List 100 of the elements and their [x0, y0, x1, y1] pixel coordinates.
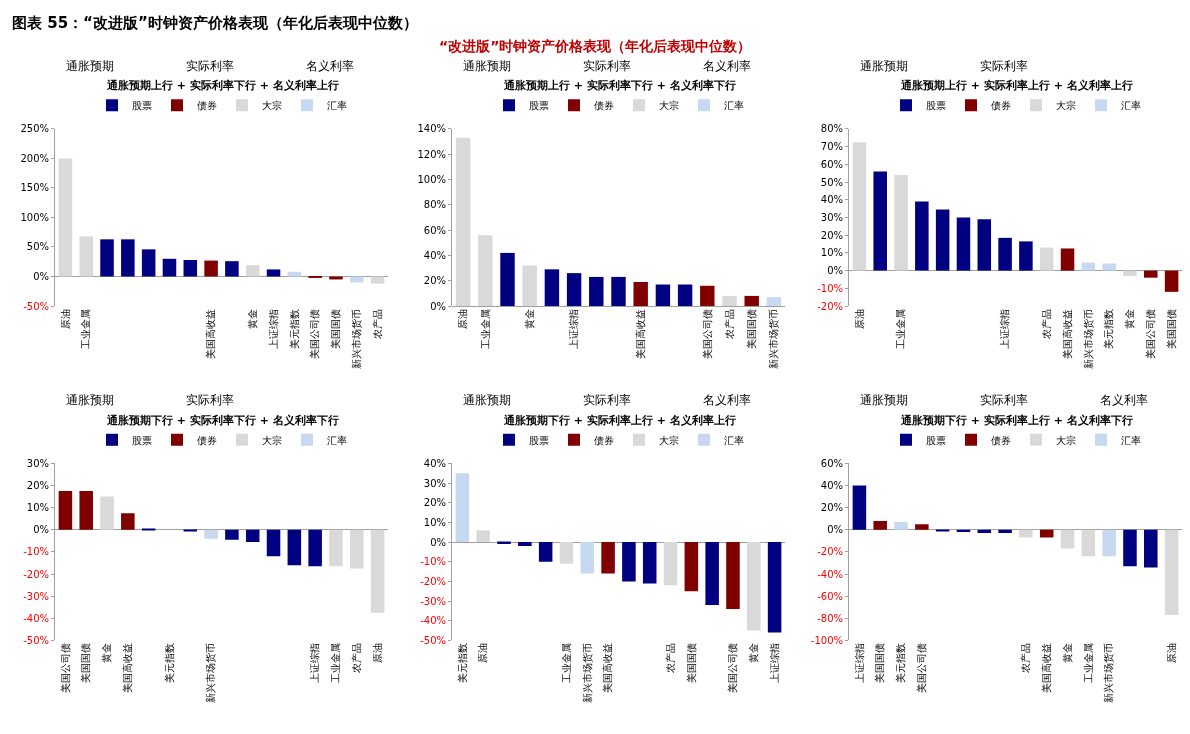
legend-label: 汇率	[1121, 100, 1141, 112]
bar	[852, 485, 867, 530]
bar	[245, 265, 260, 277]
y-tick-label: 20%	[423, 497, 446, 509]
bar	[455, 473, 470, 543]
x-tick-label: 上证综指	[999, 309, 1011, 350]
y-tick-label: -40%	[23, 612, 49, 624]
x-tick-label: 美国国债	[80, 643, 92, 684]
x-tick-label: 上证综指	[768, 643, 780, 684]
bar	[141, 528, 156, 531]
x-tick-label: 美元指数	[163, 643, 175, 684]
bar	[287, 529, 302, 566]
legend-label: 债券	[594, 100, 614, 112]
x-tick-label: 工业金属	[1082, 643, 1094, 684]
x-tick-label: 黄金	[748, 643, 760, 664]
bar	[308, 529, 322, 567]
x-tick-label: 美元指数	[895, 643, 907, 684]
bar	[601, 542, 615, 574]
x-tick-label: 美国公司债	[916, 643, 928, 694]
y-tick-label: 200%	[20, 152, 49, 164]
x-tick-label: 农产品	[1020, 643, 1032, 674]
bar	[642, 542, 657, 584]
bar	[100, 496, 114, 530]
x-tick-label: 新兴市场货币	[1103, 643, 1115, 704]
bar	[767, 542, 782, 633]
x-tick-label: 新兴市场货币	[205, 643, 217, 704]
legend-label: 大宗	[659, 100, 679, 112]
y-tick-label: 60%	[423, 224, 446, 236]
x-tick-label: 美国高收益	[1061, 309, 1073, 360]
y-tick-label: 10%	[820, 247, 843, 259]
x-tick-label: 原油	[477, 643, 489, 664]
legend-label: 大宗	[1056, 434, 1076, 446]
chart-title: 通胀预期下行 + 实际利率上行 + 名义利率上行	[503, 414, 736, 427]
y-tick-label: -10%	[23, 546, 49, 558]
bar	[79, 491, 93, 530]
legend-label: 汇率	[1121, 434, 1141, 446]
legend-label: 汇率	[327, 100, 347, 112]
x-tick-label: 农产品	[351, 643, 363, 674]
x-tick-label: 农产品	[723, 309, 735, 340]
bar	[1123, 529, 1137, 567]
x-tick-label: 工业金属	[560, 643, 572, 684]
y-tick-label: 20%	[820, 229, 843, 241]
bar	[1039, 247, 1054, 271]
y-tick-label: 30%	[26, 457, 49, 469]
y-tick-label: 40%	[820, 480, 843, 492]
y-tick-label: -60%	[817, 590, 843, 602]
bar	[700, 285, 715, 307]
x-tick-label: 上证综指	[853, 643, 865, 684]
legend-label: 汇率	[724, 434, 744, 446]
chart-title: 通胀预期上行 + 实际利率上行 + 名义利率上行	[900, 79, 1133, 92]
y-tick-label: 10%	[26, 502, 49, 514]
x-tick-label: 新兴市场货币	[1082, 309, 1094, 370]
x-tick-label: 黄金	[101, 643, 113, 664]
x-tick-label: 黄金	[1124, 309, 1136, 330]
bar	[500, 252, 515, 307]
bar	[79, 236, 93, 277]
bar	[478, 235, 493, 307]
bar	[705, 542, 719, 606]
bar	[204, 529, 218, 539]
y-tick-label: 0%	[430, 536, 446, 548]
y-tick-label: 10%	[423, 516, 446, 528]
bar	[455, 137, 471, 307]
bar	[538, 542, 553, 562]
text: 实际利率	[186, 393, 234, 407]
chart-title: 通胀预期上行 + 实际利率下行 + 名义利率上行	[106, 79, 339, 92]
y-tick-label: -20%	[817, 300, 843, 312]
y-tick-label: 120%	[417, 148, 446, 160]
bar	[266, 529, 281, 557]
x-tick-label: 新兴市场货币	[351, 309, 363, 370]
bar	[518, 542, 532, 547]
y-tick-label: 30%	[423, 477, 446, 489]
bar	[121, 239, 135, 277]
bar	[266, 269, 281, 277]
y-tick-label: 250%	[20, 123, 49, 135]
x-tick-label: 工业金属	[479, 309, 491, 350]
y-tick-label: 150%	[20, 182, 49, 194]
x-tick-label: 农产品	[1040, 309, 1052, 340]
bar	[183, 529, 198, 532]
y-tick-label: -20%	[817, 546, 843, 558]
y-tick-label: 40%	[423, 249, 446, 261]
bar	[121, 513, 135, 530]
bar	[225, 529, 239, 540]
text: 名义利率	[1100, 393, 1148, 407]
y-tick-label: 60%	[820, 457, 843, 469]
y-tick-label: -20%	[23, 568, 49, 580]
y-tick-label: -80%	[817, 612, 843, 624]
text: 名义利率	[703, 393, 751, 407]
x-tick-label: 原油	[1165, 643, 1177, 664]
bar	[663, 542, 678, 586]
bar	[935, 529, 950, 532]
bar	[677, 284, 693, 307]
y-tick-label: -30%	[23, 590, 49, 602]
bar	[370, 276, 385, 284]
text: 通胀预期	[860, 59, 908, 73]
bar	[141, 249, 156, 277]
legend-label: 股票	[926, 434, 946, 446]
y-tick-label: 0%	[430, 300, 446, 312]
x-tick-label: 美国国债	[1165, 309, 1177, 350]
y-tick-label: 100%	[20, 211, 49, 223]
bar	[998, 529, 1012, 534]
